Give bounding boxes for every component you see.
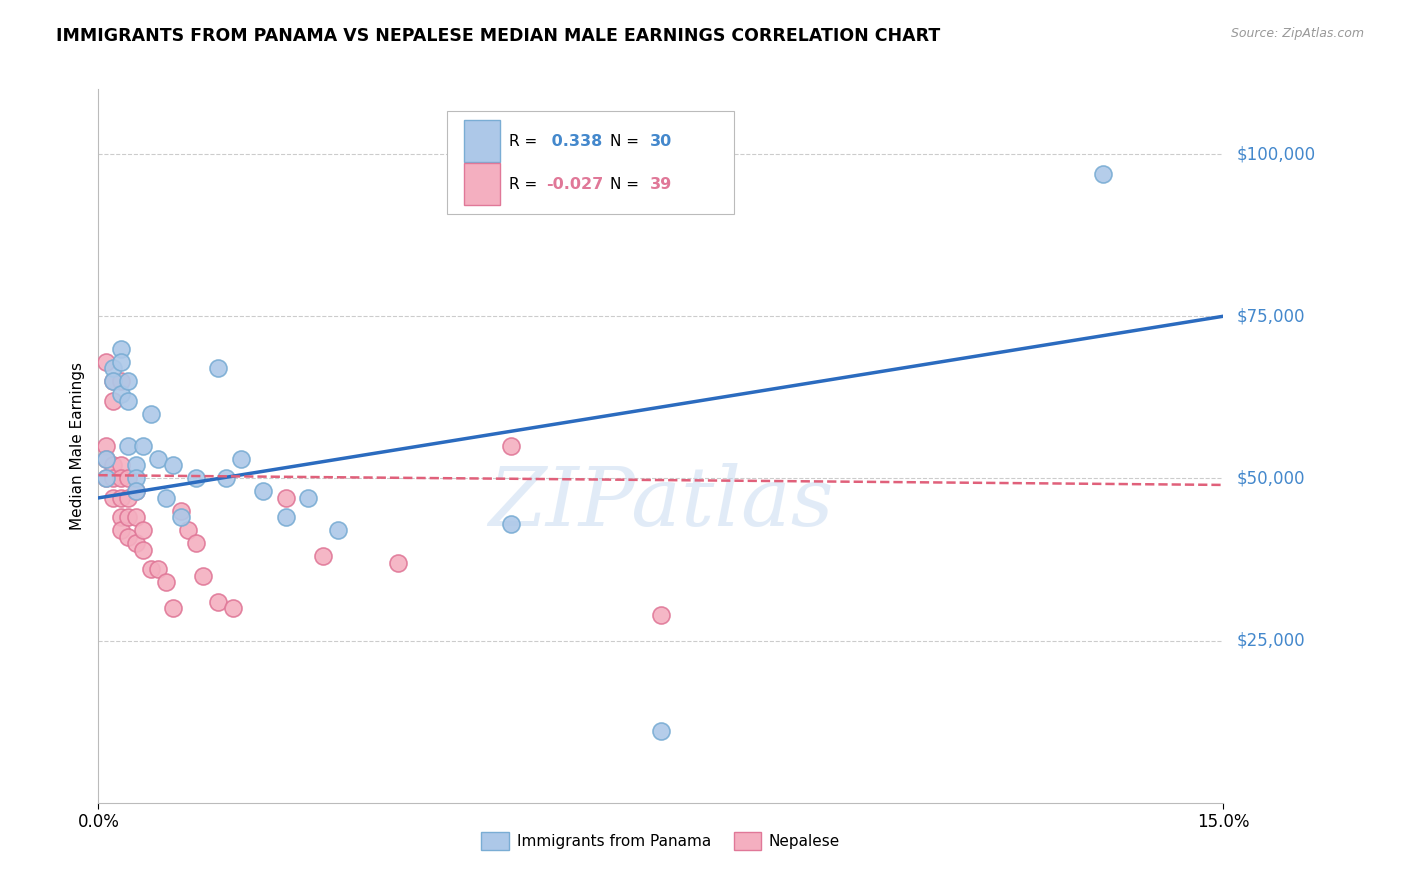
Text: N =: N = bbox=[610, 134, 644, 149]
Point bbox=[103, 361, 125, 376]
Point bbox=[650, 724, 672, 739]
FancyBboxPatch shape bbox=[464, 120, 501, 162]
Point bbox=[103, 471, 125, 485]
Point bbox=[155, 575, 177, 590]
Text: $75,000: $75,000 bbox=[1237, 307, 1306, 326]
Point bbox=[117, 471, 139, 485]
Point bbox=[132, 524, 155, 538]
Point bbox=[110, 374, 132, 388]
Point bbox=[103, 374, 125, 388]
Point bbox=[103, 458, 125, 473]
Point bbox=[117, 393, 139, 408]
Point bbox=[117, 530, 139, 544]
Point bbox=[94, 471, 117, 485]
Point bbox=[110, 491, 132, 505]
Point bbox=[125, 471, 148, 485]
Text: ZIPatlas: ZIPatlas bbox=[488, 463, 834, 543]
Point bbox=[117, 491, 139, 505]
Point bbox=[94, 471, 117, 485]
Point bbox=[94, 452, 117, 467]
Point bbox=[387, 556, 409, 570]
FancyBboxPatch shape bbox=[464, 163, 501, 205]
Point bbox=[274, 510, 297, 524]
FancyBboxPatch shape bbox=[447, 111, 734, 214]
Point bbox=[162, 601, 184, 615]
Point bbox=[125, 484, 148, 499]
Point bbox=[499, 439, 522, 453]
Text: 0.338: 0.338 bbox=[546, 134, 602, 149]
Point bbox=[139, 562, 162, 576]
Text: -0.027: -0.027 bbox=[546, 177, 603, 192]
Point bbox=[125, 484, 148, 499]
Point bbox=[650, 607, 672, 622]
Point bbox=[222, 601, 245, 615]
Point bbox=[132, 542, 155, 557]
Point bbox=[110, 510, 132, 524]
Text: $50,000: $50,000 bbox=[1237, 469, 1306, 487]
Point bbox=[139, 407, 162, 421]
Point bbox=[110, 524, 132, 538]
Point bbox=[125, 458, 148, 473]
Point bbox=[177, 524, 200, 538]
Text: R =: R = bbox=[509, 134, 543, 149]
Point bbox=[110, 387, 132, 401]
Point bbox=[252, 484, 274, 499]
Point bbox=[110, 354, 132, 368]
Point bbox=[148, 452, 170, 467]
Text: 30: 30 bbox=[650, 134, 672, 149]
Point bbox=[110, 471, 132, 485]
Text: $25,000: $25,000 bbox=[1237, 632, 1306, 649]
Point bbox=[184, 471, 207, 485]
Point bbox=[103, 491, 125, 505]
Point bbox=[297, 491, 319, 505]
Text: Source: ZipAtlas.com: Source: ZipAtlas.com bbox=[1230, 27, 1364, 40]
Text: N =: N = bbox=[610, 177, 644, 192]
Point bbox=[117, 439, 139, 453]
Point bbox=[274, 491, 297, 505]
Point bbox=[215, 471, 238, 485]
Point bbox=[110, 458, 132, 473]
Point bbox=[94, 452, 117, 467]
Text: IMMIGRANTS FROM PANAMA VS NEPALESE MEDIAN MALE EARNINGS CORRELATION CHART: IMMIGRANTS FROM PANAMA VS NEPALESE MEDIA… bbox=[56, 27, 941, 45]
Point bbox=[117, 510, 139, 524]
Point bbox=[125, 536, 148, 550]
Point bbox=[193, 568, 215, 582]
Point bbox=[103, 393, 125, 408]
Point bbox=[110, 342, 132, 356]
Point bbox=[312, 549, 335, 564]
Point bbox=[94, 439, 117, 453]
Point bbox=[499, 516, 522, 531]
Text: $100,000: $100,000 bbox=[1237, 145, 1316, 163]
Point bbox=[1092, 167, 1115, 181]
Point bbox=[207, 595, 229, 609]
Point bbox=[94, 354, 117, 368]
Point bbox=[162, 458, 184, 473]
Point bbox=[184, 536, 207, 550]
Point bbox=[125, 510, 148, 524]
Point bbox=[170, 510, 193, 524]
Text: 39: 39 bbox=[650, 177, 672, 192]
Point bbox=[170, 504, 193, 518]
Point bbox=[155, 491, 177, 505]
Point bbox=[229, 452, 252, 467]
Point bbox=[148, 562, 170, 576]
Point bbox=[207, 361, 229, 376]
Y-axis label: Median Male Earnings: Median Male Earnings bbox=[69, 362, 84, 530]
Point bbox=[103, 374, 125, 388]
Legend: Immigrants from Panama, Nepalese: Immigrants from Panama, Nepalese bbox=[475, 826, 846, 855]
Text: R =: R = bbox=[509, 177, 543, 192]
Point bbox=[117, 374, 139, 388]
Point bbox=[132, 439, 155, 453]
Point bbox=[328, 524, 350, 538]
